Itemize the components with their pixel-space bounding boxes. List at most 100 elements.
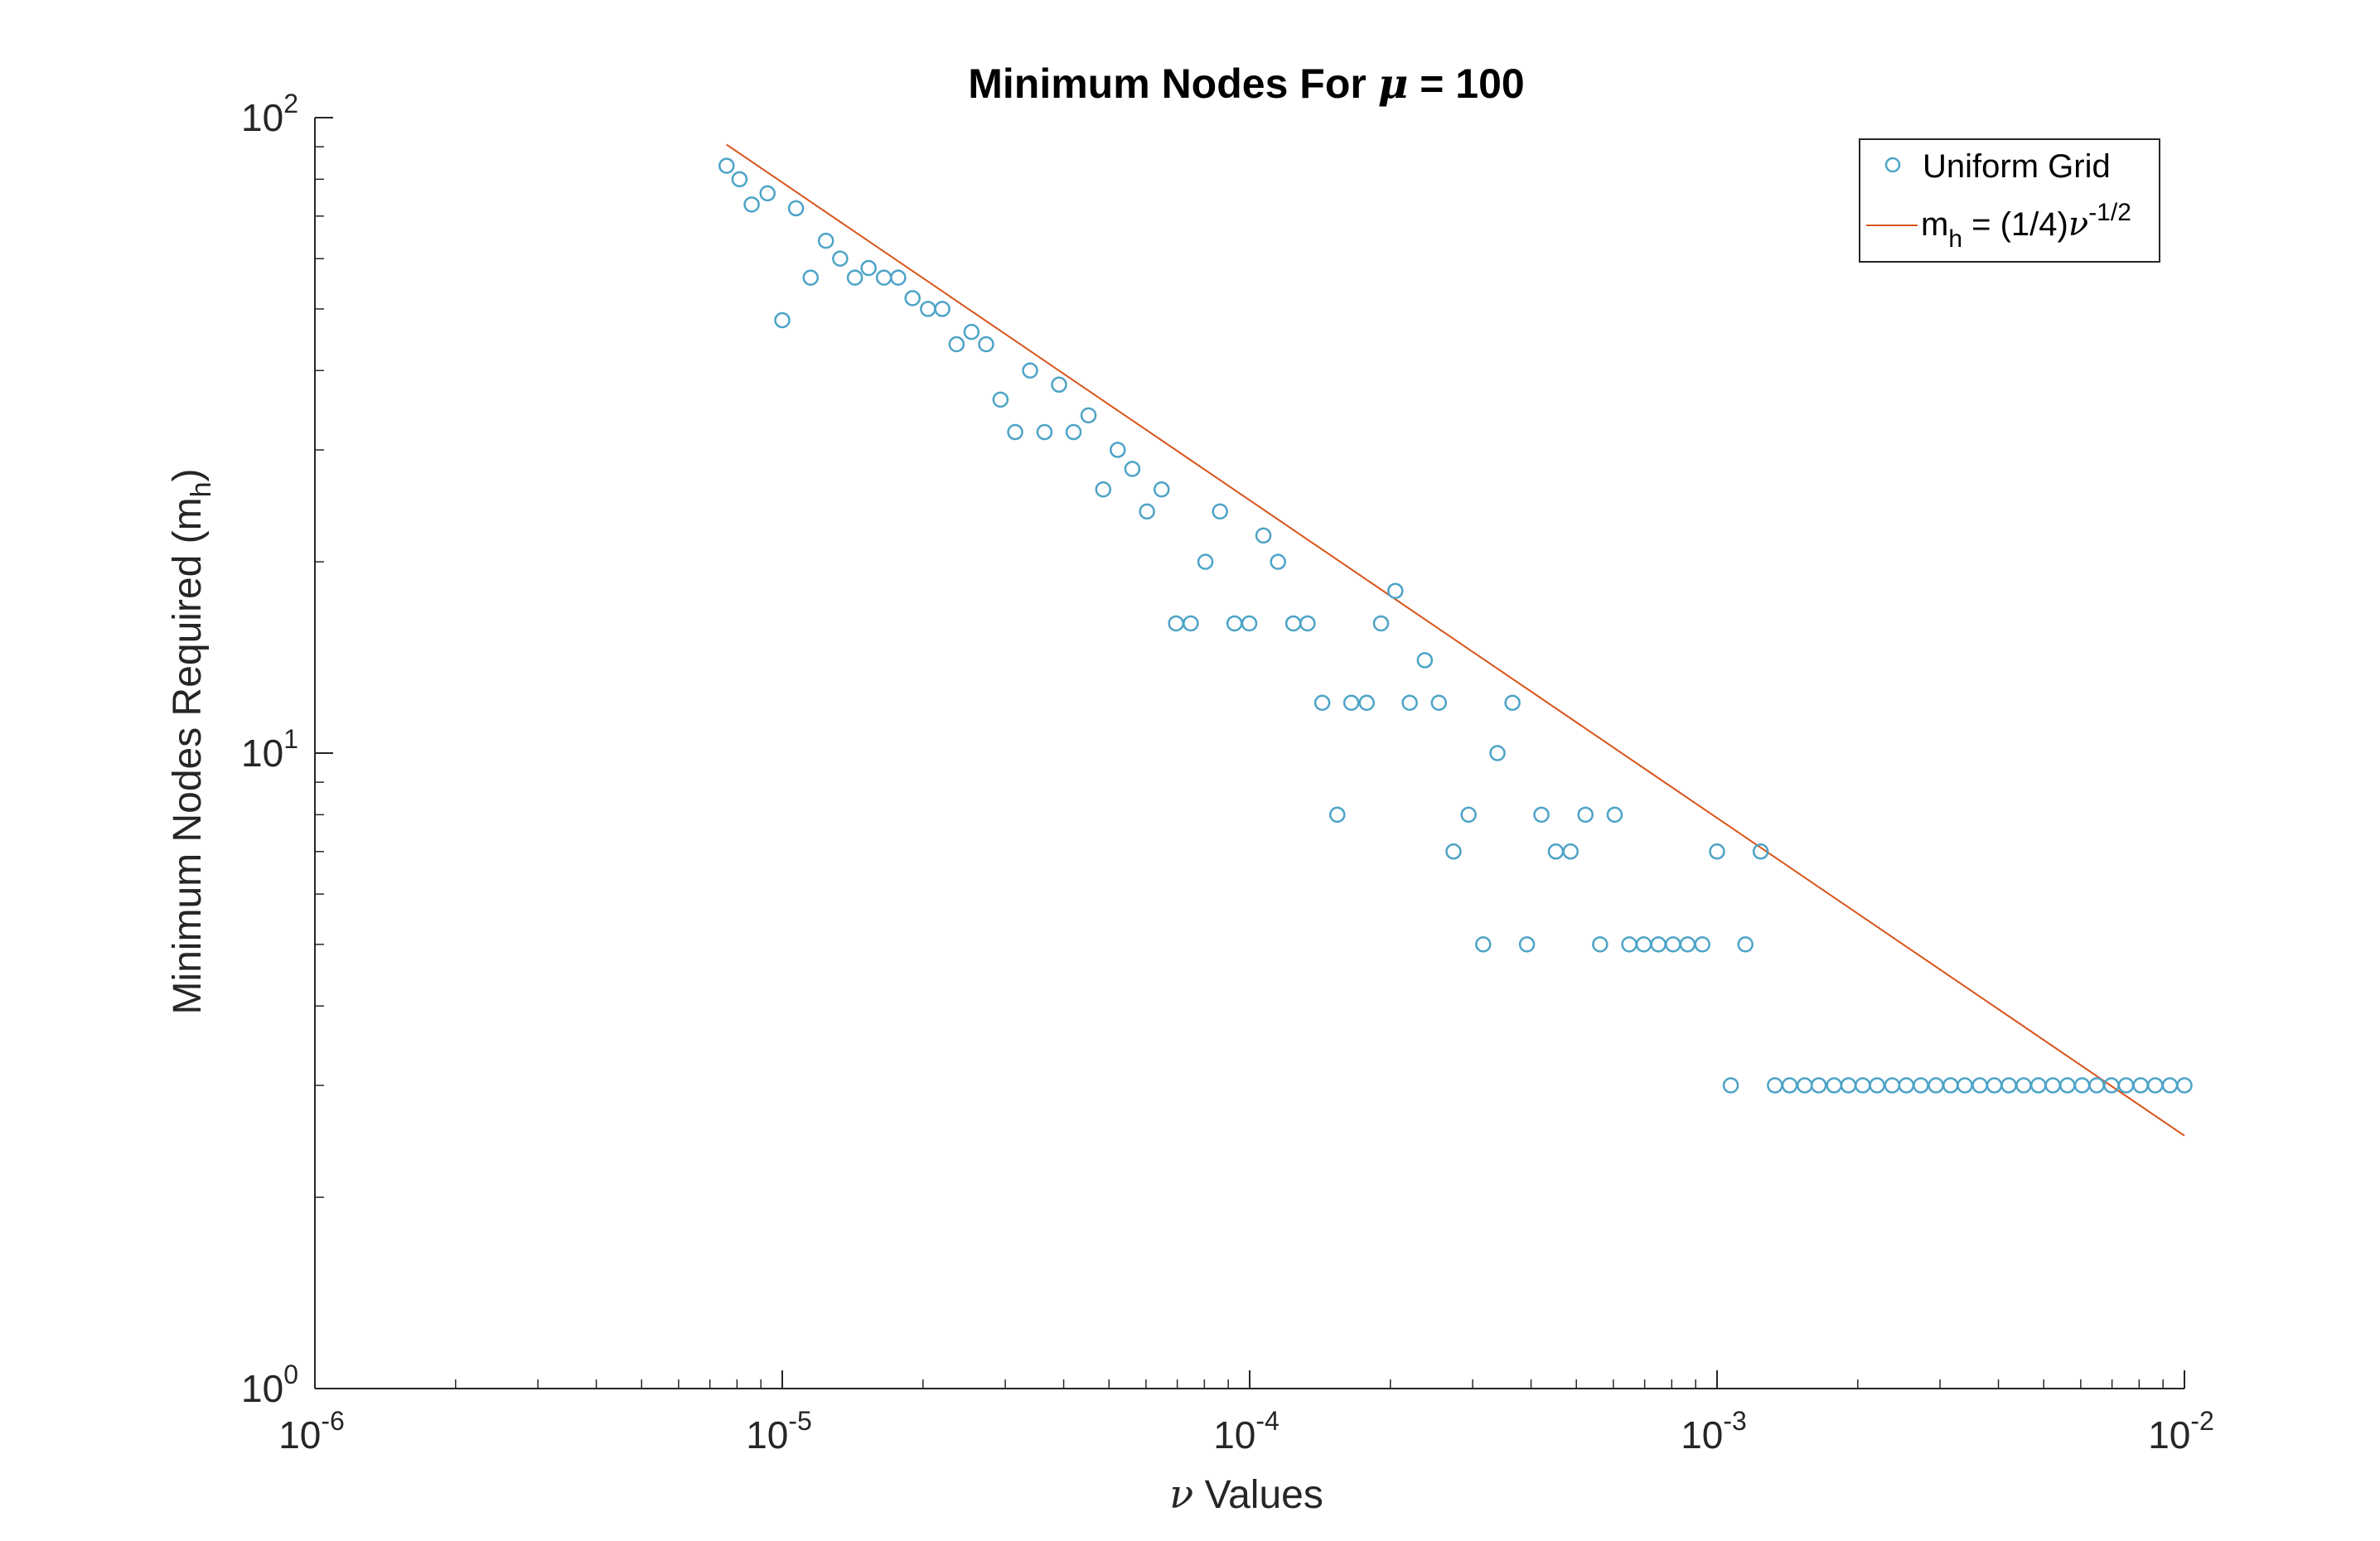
x-axis-label: ν Values xyxy=(1169,1471,1323,1518)
data-point xyxy=(817,232,834,249)
data-point xyxy=(1051,376,1067,394)
data-point xyxy=(1913,1077,1929,1094)
legend-label-fit-sup: -1/2 xyxy=(2088,199,2131,226)
data-point xyxy=(1840,1077,1857,1094)
data-point xyxy=(890,269,907,286)
data-point xyxy=(1342,694,1360,712)
data-point xyxy=(1928,1077,1944,1094)
data-point xyxy=(1226,615,1243,632)
data-point xyxy=(1401,694,1418,712)
data-point xyxy=(2161,1077,2179,1094)
data-point xyxy=(1329,806,1346,824)
legend-marker-uniform-grid xyxy=(1884,157,1901,173)
data-point xyxy=(1124,461,1141,477)
data-point xyxy=(1153,481,1170,498)
data-point xyxy=(1942,1077,1959,1094)
data-point xyxy=(1592,936,1608,953)
legend-label-fit-pre: m xyxy=(1921,206,1948,243)
data-point xyxy=(1518,936,1536,953)
data-point xyxy=(1212,503,1228,520)
data-point xyxy=(2132,1077,2149,1094)
data-point xyxy=(1752,843,1769,860)
y-tick-label: 100 xyxy=(241,1360,298,1410)
legend-box xyxy=(1859,138,2160,263)
legend-label-fit: mh = (1/4)ν-1/2 xyxy=(1921,199,2131,253)
fit-line-series xyxy=(726,143,2185,1137)
data-point xyxy=(1737,936,1754,953)
y-tick-label: 102 xyxy=(241,89,298,139)
data-point xyxy=(1241,615,1258,632)
data-point xyxy=(1183,615,1199,632)
y-axis-label-text: Minimum Nodes Required (m xyxy=(166,497,210,1014)
data-point xyxy=(1665,936,1681,953)
data-point xyxy=(1022,362,1038,379)
uniform-grid-series xyxy=(718,157,2193,1094)
data-point xyxy=(2000,1077,2017,1094)
fit-line xyxy=(726,143,2185,1137)
chart-title-symbol: μ xyxy=(1378,59,1409,108)
data-point xyxy=(718,157,735,174)
data-point xyxy=(1080,407,1097,424)
data-point xyxy=(963,323,980,341)
data-point xyxy=(1372,615,1390,632)
x-tick-label: 10-4 xyxy=(1213,1406,1279,1456)
data-point xyxy=(1635,936,1652,953)
data-point xyxy=(1270,553,1286,570)
data-point xyxy=(1577,806,1594,824)
data-point xyxy=(1971,1077,1988,1094)
data-point xyxy=(1139,503,1155,520)
chart-title: Minimum Nodes For μ = 100 xyxy=(968,59,1524,108)
data-point xyxy=(1299,615,1316,632)
data-point xyxy=(1358,694,1375,712)
data-point xyxy=(1781,1077,1798,1094)
data-point xyxy=(2059,1077,2076,1094)
data-point xyxy=(2176,1077,2193,1094)
data-point xyxy=(1430,694,1448,712)
x-axis-label-symbol: ν xyxy=(1169,1471,1193,1518)
data-point xyxy=(1562,843,1579,860)
data-point xyxy=(802,269,819,286)
data-point xyxy=(2117,1077,2135,1094)
data-point xyxy=(1826,1077,1842,1094)
data-point xyxy=(832,250,849,267)
data-point xyxy=(2073,1077,2091,1094)
data-point xyxy=(1460,806,1477,824)
data-point xyxy=(1387,582,1404,599)
data-point xyxy=(1650,936,1666,953)
data-point xyxy=(1709,843,1725,860)
legend-label-fit-symbol: ν xyxy=(2068,205,2088,244)
x-axis-ticks: 10-6 10-5 10-4 10-3 10-2 xyxy=(278,1370,2214,1456)
data-point xyxy=(1036,423,1053,441)
y-axis-ticks: 100 101 102 xyxy=(241,89,333,1410)
data-point xyxy=(787,200,805,217)
legend-label-uniform-grid: Uniform Grid xyxy=(1923,148,2111,185)
data-point xyxy=(1416,652,1434,669)
x-tick-label: 10-6 xyxy=(278,1406,345,1456)
data-point xyxy=(1095,481,1112,498)
data-point xyxy=(1810,1077,1827,1094)
data-point xyxy=(1767,1077,1783,1094)
y-axis-label: Minimum Nodes Required (mh) xyxy=(166,468,217,1014)
x-tick-label: 10-2 xyxy=(2148,1406,2214,1456)
data-point xyxy=(1898,1077,1915,1094)
data-point xyxy=(1855,1077,1871,1094)
data-point xyxy=(2030,1077,2047,1094)
data-point xyxy=(860,259,877,277)
data-point xyxy=(1533,806,1550,824)
data-point xyxy=(1007,423,1023,441)
chart-title-suffix: = 100 xyxy=(1408,60,1524,107)
data-point xyxy=(1197,553,1214,570)
legend-label-fit-mid: = (1/4) xyxy=(1962,206,2068,243)
data-point xyxy=(1679,936,1696,953)
data-point xyxy=(743,196,760,213)
data-point xyxy=(1284,615,1302,632)
data-point xyxy=(875,269,892,286)
data-point xyxy=(2147,1077,2164,1094)
data-point xyxy=(2044,1077,2061,1094)
data-point xyxy=(2088,1077,2105,1094)
data-point xyxy=(846,269,863,286)
data-point xyxy=(2015,1077,2032,1094)
data-point xyxy=(948,336,965,353)
data-point xyxy=(1986,1077,2003,1094)
